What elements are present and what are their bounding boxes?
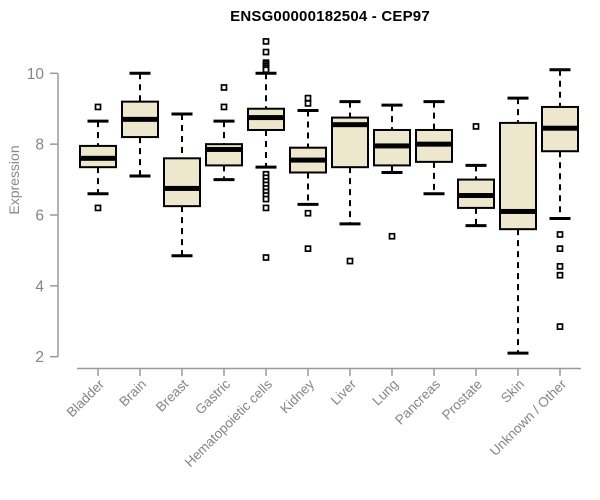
median-line [290,157,326,163]
box-unknown-other [541,68,579,330]
outlier-point [262,254,270,261]
outlier-point [304,245,312,253]
box-liver [331,100,369,265]
outlier-point [346,257,354,265]
y-tick-label: 10 [27,66,45,83]
y-tick-label: 2 [35,349,44,366]
chart-title: ENSG00000182504 - CEP97 [230,8,430,25]
median-line [206,146,242,152]
median-line [80,155,116,161]
outlier-point [220,84,228,91]
box-gastric [205,84,243,182]
y-tick-label: 6 [35,208,44,225]
median-line [374,143,410,149]
box-kidney [289,94,327,253]
x-tick-label-breast: Breast [153,376,191,414]
box-lung [373,103,411,240]
outlier-point [262,48,270,56]
x-tick-label-prostate: Prostate [439,377,485,423]
box-prostate [457,123,495,228]
median-line [164,185,200,191]
outlier-point [94,103,102,111]
iqr-box [163,157,201,208]
outlier-point [556,263,564,270]
x-tick-label-bladder: Bladder [64,376,108,420]
outlier-point [556,245,564,253]
box-hematopoietic-cells [247,38,285,261]
outlier-point [304,209,312,217]
outlier-point [262,195,270,203]
outlier-point [304,100,312,107]
x-tick-label-unknown-other: Unknown / Other [487,376,570,459]
x-tick-label-lung: Lung [369,377,401,409]
x-tick-label-pancreas: Pancreas [392,376,443,427]
y-tick-label: 8 [35,137,44,154]
median-line [500,208,536,214]
y-tick-label: 4 [35,278,44,295]
median-line [458,193,494,199]
outlier-point [262,38,270,45]
x-tick-label-skin: Skin [498,377,527,406]
outlier-point [94,204,102,212]
outlier-point [388,232,396,240]
box-skin [499,96,537,355]
outlier-point [556,323,564,330]
outlier-point [262,66,270,74]
box-pancreas [415,100,453,196]
median-line [248,115,284,121]
outlier-point [262,204,270,212]
x-tick-label-brain: Brain [116,377,149,410]
median-line [542,125,578,131]
median-line [122,116,158,122]
outlier-point [556,231,564,238]
outlier-point [556,271,564,279]
median-line [416,141,452,147]
outlier-point [304,94,312,102]
x-tick-label-gastric: Gastric [192,376,233,417]
x-tick-label-liver: Liver [328,376,360,408]
x-tick-label-kidney: Kidney [277,376,317,416]
box-brain [121,71,159,178]
box-bladder [79,103,117,212]
box-breast [163,112,201,258]
median-line [332,122,368,128]
outlier-point [220,103,228,111]
outlier-point [472,123,480,130]
